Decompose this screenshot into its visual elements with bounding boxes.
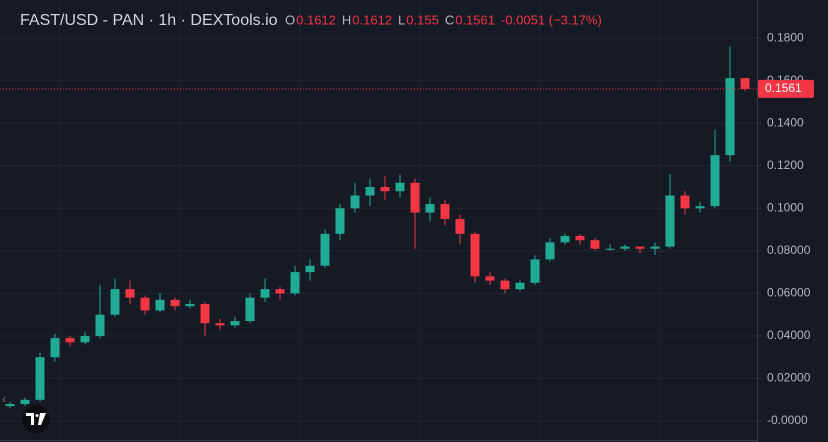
candle-body (680, 195, 690, 209)
candle-body (545, 242, 555, 260)
tv-logo (22, 405, 50, 433)
y-tick-label: 0.02000 (767, 371, 811, 385)
chart-title: FAST/USD - PAN · 1h · DEXTools.io (20, 12, 278, 29)
y-tick-label: 0.08000 (767, 243, 811, 257)
candle-body (140, 297, 150, 311)
y-tick-label: 0.1400 (767, 115, 804, 129)
candle-body (200, 304, 210, 324)
candle-body (440, 204, 450, 219)
ohlc-legend: O 0.1612 H 0.1612 L 0.155 C 0.1561 -0.0051 (−3.1… (285, 12, 602, 27)
candle-body (305, 265, 315, 273)
candle-body (290, 272, 300, 294)
candle-body (515, 282, 525, 290)
candle-body (725, 78, 735, 156)
candle-body (35, 357, 45, 400)
candle-body (335, 208, 345, 234)
candle-body (410, 182, 420, 213)
candle-body (425, 204, 435, 213)
candle-body (380, 187, 390, 192)
candle-body (620, 246, 630, 249)
candle-body (650, 246, 660, 249)
candle-body (185, 304, 195, 307)
candle-body (455, 218, 465, 234)
candle-body (485, 276, 495, 281)
ohlc-key: L (398, 12, 405, 27)
y-tick-label: 0.1000 (767, 200, 804, 214)
ohlc-value: 0.1561 (455, 12, 495, 27)
candle-body (560, 235, 570, 243)
candle-body (395, 182, 405, 192)
candle-body (500, 280, 510, 290)
candle-body (365, 187, 375, 196)
change-label: -0.0051 (−3.17%) (501, 12, 602, 27)
candle-body (125, 289, 135, 298)
scroll-arrow[interactable]: ‹ (2, 392, 6, 406)
candle-body (590, 240, 600, 249)
candle-body (635, 246, 645, 249)
candle-body (470, 233, 480, 277)
price-tag-label: 0.1561 (765, 81, 802, 95)
candle-body (245, 297, 255, 322)
candle-body (275, 289, 285, 294)
candle-body (710, 155, 720, 207)
candle-body (110, 289, 120, 315)
candle-body (95, 314, 105, 336)
y-tick-label: 0.1200 (767, 158, 804, 172)
y-tick-label: 0.06000 (767, 286, 811, 300)
price-tag (758, 79, 814, 98)
y-tick-label: 0.1800 (767, 30, 804, 44)
candle-body (65, 338, 75, 343)
candle-body (665, 195, 675, 247)
candle-body (20, 399, 30, 405)
y-tick-label: 0.04000 (767, 328, 811, 342)
candle-body (530, 259, 540, 283)
candle-body (230, 321, 240, 326)
ohlc-value: 0.1612 (296, 12, 336, 27)
candle-body (605, 248, 615, 250)
candle-body (215, 323, 225, 326)
candle-body (740, 78, 750, 89)
candle-body (695, 206, 705, 209)
ohlc-value: 0.1612 (352, 12, 392, 27)
candle-body (320, 233, 330, 266)
candle-body (50, 338, 60, 358)
ohlc-key: O (285, 12, 295, 27)
ohlc-value: 0.155 (406, 12, 439, 27)
ohlc-key: C (445, 12, 454, 27)
candle-body (80, 335, 90, 343)
candle-body (575, 235, 585, 241)
candle-body (155, 299, 165, 311)
candles (0, 46, 757, 409)
ohlc-key: H (342, 12, 351, 27)
candle-body (5, 404, 15, 407)
candle-body (350, 195, 360, 209)
candle-body (260, 289, 270, 298)
y-tick-label: -0.0000 (767, 413, 808, 427)
candle-body (170, 299, 180, 307)
grid (0, 0, 757, 440)
